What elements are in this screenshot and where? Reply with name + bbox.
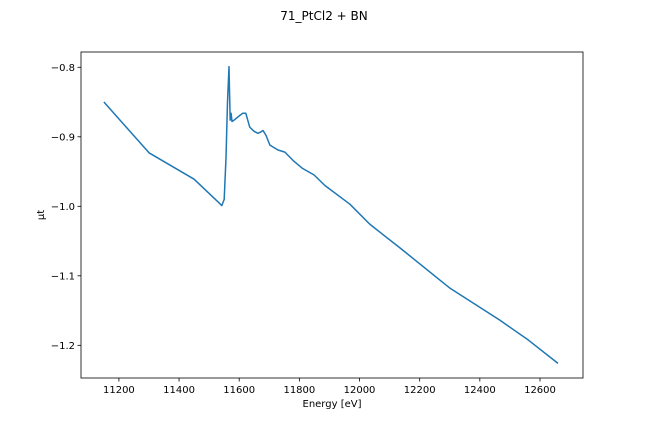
x-tick-label: 12600 [524,385,556,396]
x-tick-label: 11200 [103,385,135,396]
x-tick-label: 11400 [163,385,195,396]
series-line [103,65,559,364]
plot-area [80,51,584,379]
chart-title: 71_PtCl2 + BN [280,9,367,23]
x-axis: 11200 11400 11600 11800 12000 12200 12400 12600 [103,378,556,396]
x-tick-label: 12200 [404,385,436,396]
y-axis: −0.8 −0.9 −1.0 −1.1 −1.2 [51,63,81,352]
x-tick-label: 12400 [464,385,496,396]
y-axis-label: μt [36,210,47,220]
y-tick-label: −1.0 [51,202,75,213]
x-tick-label: 11600 [223,385,255,396]
y-tick-label: −0.9 [51,132,75,143]
y-tick-label: −0.8 [51,63,75,74]
y-tick-label: −1.2 [51,341,75,352]
x-tick-label: 11800 [283,385,315,396]
y-tick-label: −1.1 [51,271,75,282]
x-tick-label: 12000 [344,385,376,396]
x-axis-label: Energy [eV] [303,399,362,410]
